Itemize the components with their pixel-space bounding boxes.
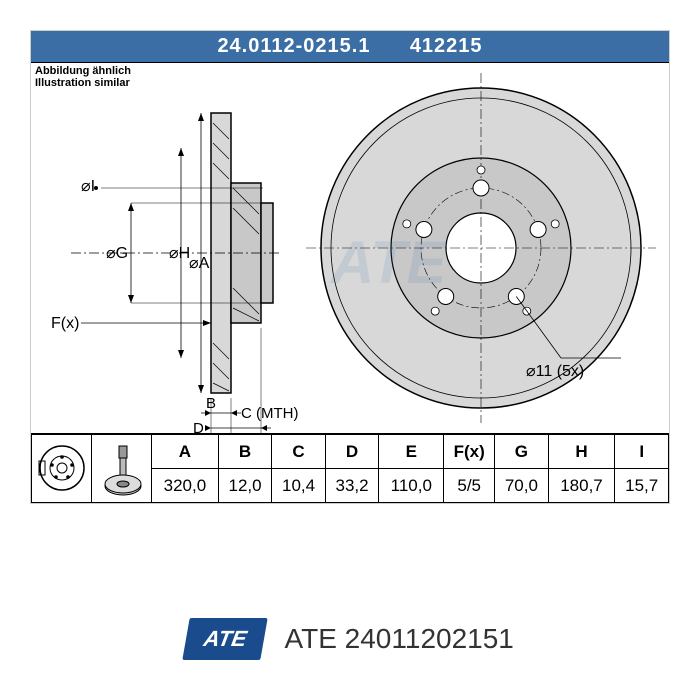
col-g: G (495, 434, 549, 469)
bolt-icon (97, 441, 147, 496)
val-a: 320,0 (152, 469, 219, 503)
val-i: 15,7 (615, 469, 669, 503)
part-number-short: 412215 (410, 35, 483, 57)
val-fx: 5/5 (444, 469, 495, 503)
product-card: 24.0112-0215.1 412215 Abbildung ähnlich … (30, 30, 670, 504)
label-hole: ⌀11 (5x) (526, 363, 584, 380)
footer-text: ATE 24011202151 (285, 623, 514, 655)
col-e: E (379, 434, 444, 469)
label-diam-g: ⌀G (106, 245, 128, 262)
disc-icon-cell (32, 434, 92, 503)
val-c: 10,4 (272, 469, 326, 503)
label-b: B (206, 395, 216, 412)
similar-de: Abbildung ähnlich (35, 65, 131, 77)
col-d: D (325, 434, 379, 469)
part-number-long: 24.0112-0215.1 (217, 35, 370, 57)
col-b: B (218, 434, 272, 469)
label-diam-h: ⌀H (169, 245, 190, 262)
diagram-svg: ⌀I ⌀G ⌀H ⌀A F(x) B D C (MTH) (31, 63, 669, 433)
val-h: 180,7 (548, 469, 615, 503)
similar-en: Illustration similar (35, 77, 131, 89)
watermark: ATE (329, 229, 449, 296)
label-c-mth: C (MTH) (241, 405, 298, 422)
label-diam-i: ⌀I (81, 178, 95, 195)
similar-label: Abbildung ähnlich Illustration similar (35, 65, 131, 89)
col-c: C (272, 434, 326, 469)
col-fx: F(x) (444, 434, 495, 469)
col-i: I (615, 434, 669, 469)
footer: ATE ATE 24011202151 (30, 618, 670, 660)
col-a: A (152, 434, 219, 469)
disc-icon (37, 441, 87, 496)
val-e: 110,0 (379, 469, 444, 503)
label-fx: F(x) (51, 315, 79, 332)
col-h: H (548, 434, 615, 469)
label-d: D (193, 420, 204, 433)
val-d: 33,2 (325, 469, 379, 503)
label-diam-a: ⌀A (189, 255, 210, 272)
val-b: 12,0 (218, 469, 272, 503)
header-bar: 24.0112-0215.1 412215 (31, 31, 669, 63)
brand-logo: ATE (182, 618, 268, 660)
spec-header-row: A B C D E F(x) G H I (32, 434, 669, 469)
technical-diagram: Abbildung ähnlich Illustration similar (31, 63, 669, 433)
val-g: 70,0 (495, 469, 549, 503)
spec-table: A B C D E F(x) G H I 320,0 12,0 10,4 33,… (31, 433, 669, 503)
bolt-icon-cell (92, 434, 152, 503)
